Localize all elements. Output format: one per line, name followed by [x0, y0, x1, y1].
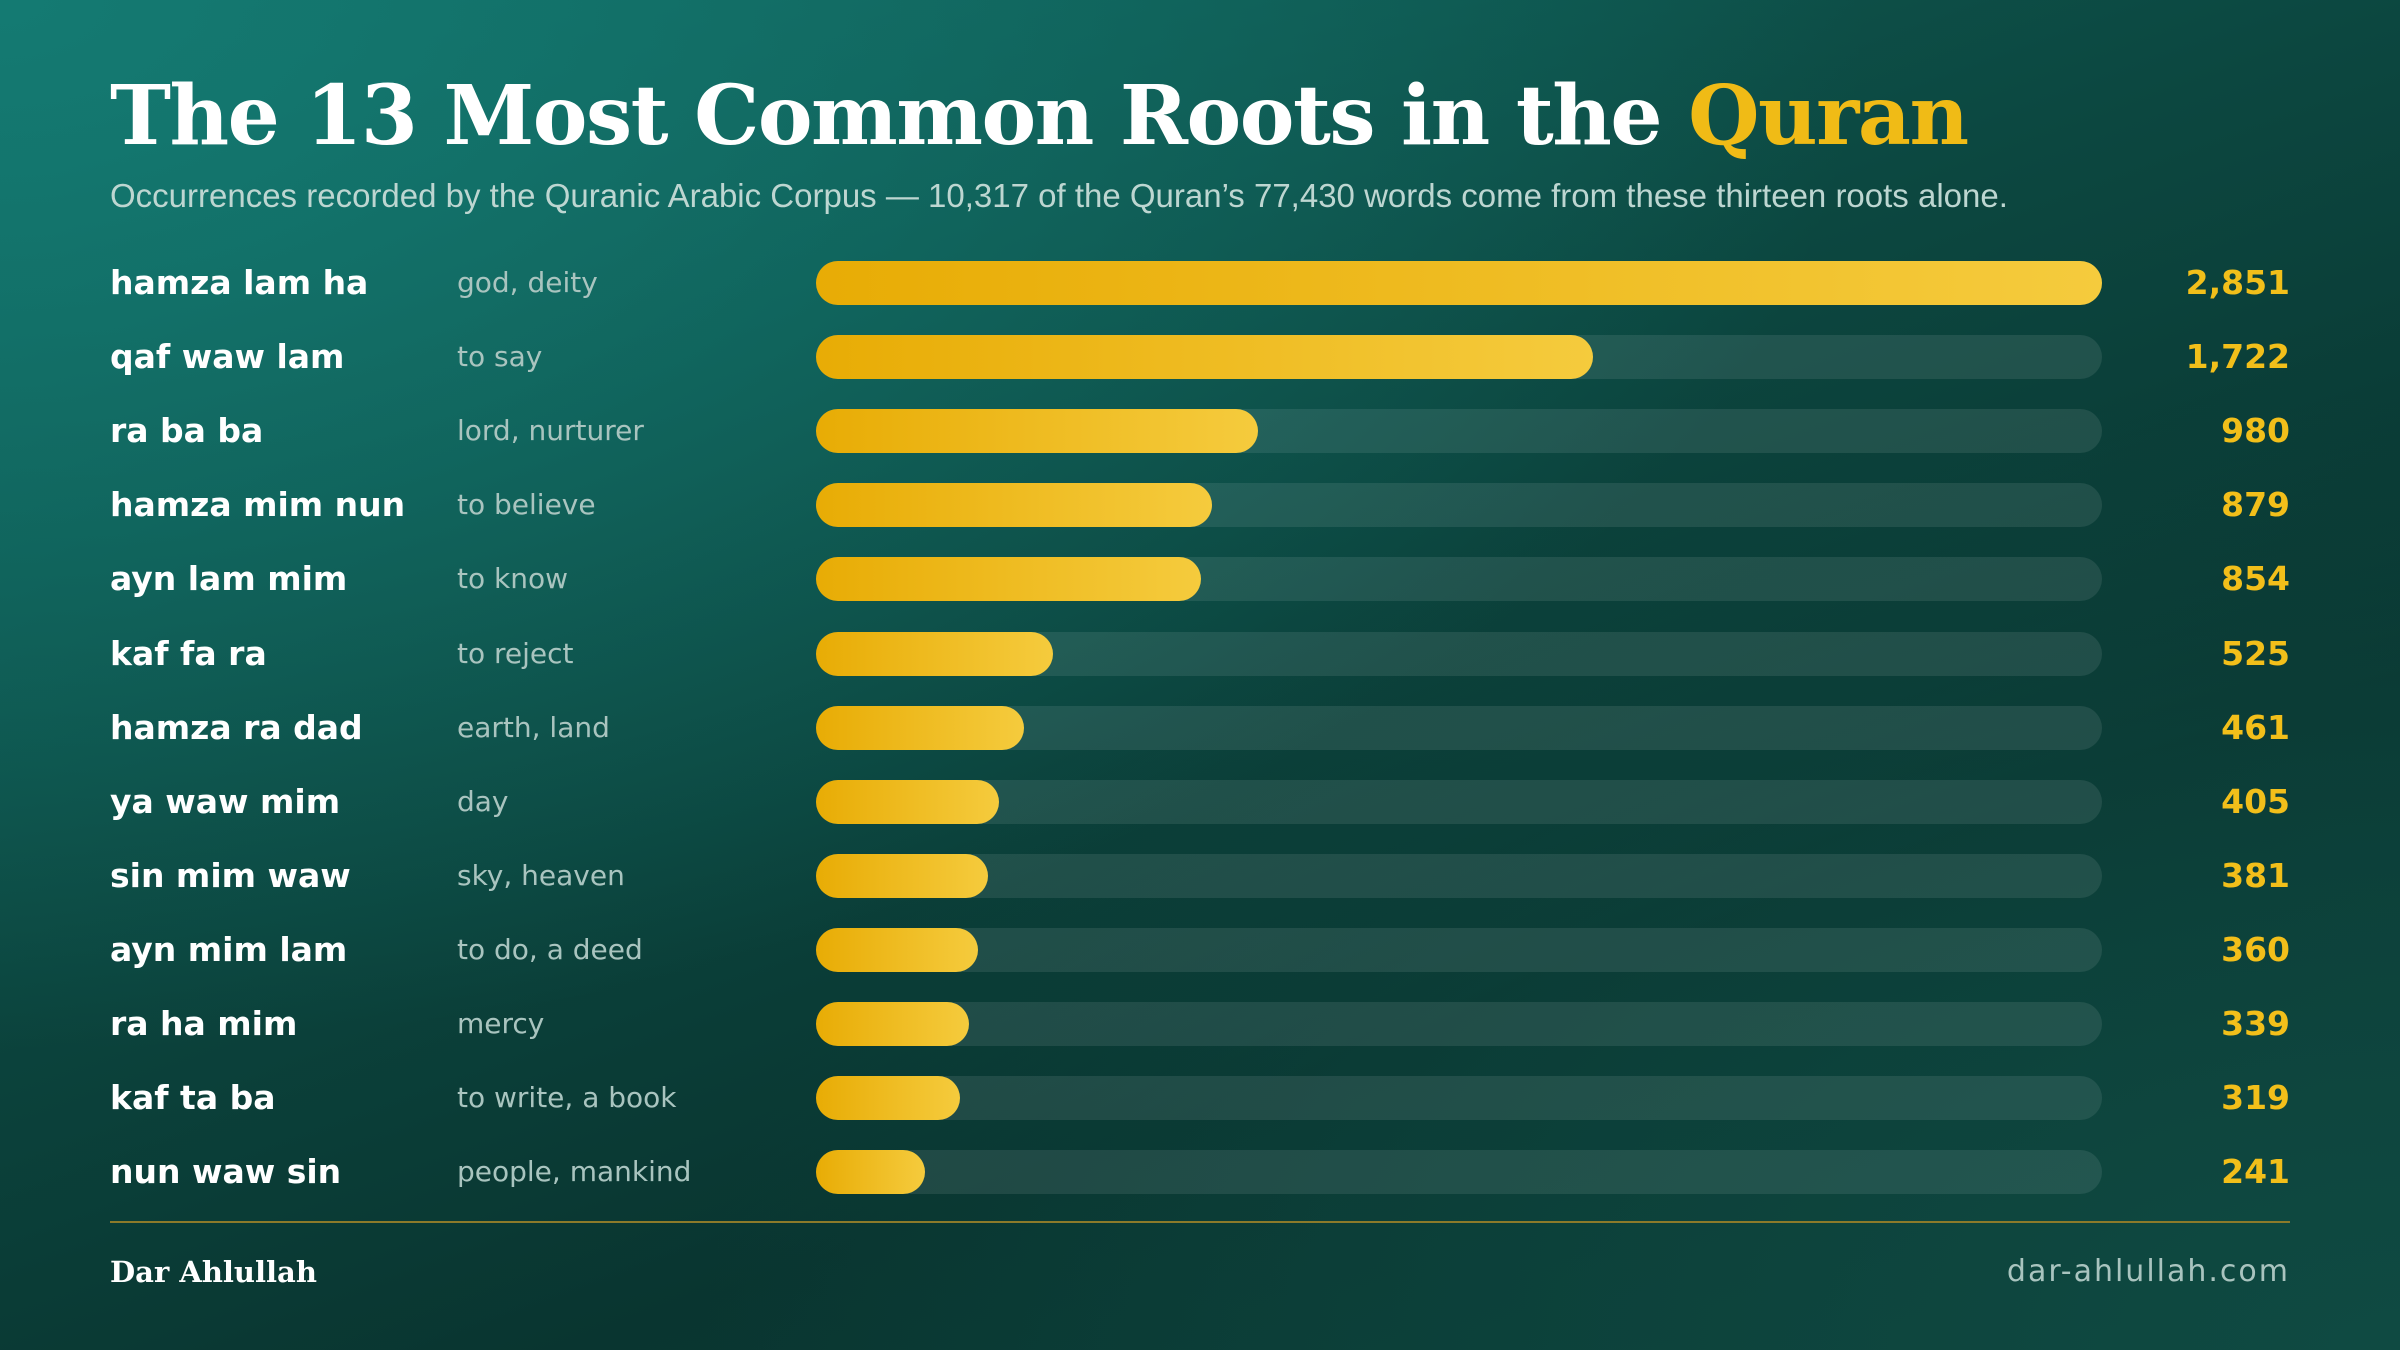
chart-title: The 13 Most Common Roots in the Quran — [110, 66, 1969, 166]
bar — [816, 1150, 925, 1195]
brand-name: Dar Ahlullah — [110, 1255, 317, 1289]
bar-row: ya waw mim day 405 — [0, 774, 2400, 830]
bar-track — [816, 483, 2102, 528]
bar — [816, 1002, 969, 1046]
bar — [816, 705, 1024, 750]
bar — [816, 631, 1053, 676]
bar-track — [816, 1002, 2102, 1046]
root-label: hamza lam ha — [110, 263, 369, 302]
bar-row: hamza ra dad earth, land 461 — [0, 700, 2400, 756]
bar-track — [816, 1150, 2102, 1195]
bar-track — [816, 557, 2102, 602]
bar — [816, 261, 2102, 305]
bar — [816, 483, 1213, 528]
bar-row: ayn mim lam to do, a deed 360 — [0, 922, 2400, 978]
root-meaning: to reject — [457, 636, 574, 670]
bar-track — [816, 335, 2102, 380]
bar-row: sin mim waw sky, heaven 381 — [0, 848, 2400, 904]
root-label: ra ha mim — [110, 1004, 298, 1043]
bar — [816, 853, 988, 898]
bar-row: kaf ta ba to write, a book 319 — [0, 1070, 2400, 1126]
root-label: ra ba ba — [110, 411, 264, 451]
bar-value-label: 525 — [2221, 633, 2290, 673]
bar-value-label: 461 — [2221, 707, 2290, 747]
title-main: The 13 Most Common Roots in the — [110, 68, 1689, 164]
bar-value-label: 319 — [2221, 1078, 2290, 1118]
bar-row: ra ha mim mercy 339 — [0, 996, 2400, 1052]
root-meaning: mercy — [457, 1007, 545, 1040]
root-meaning: people, mankind — [457, 1155, 692, 1189]
root-meaning: to say — [457, 340, 543, 374]
bar — [816, 1076, 960, 1121]
root-label: ayn lam mim — [110, 559, 348, 599]
bar-row: kaf fa ra to reject 525 — [0, 626, 2400, 682]
bar-value-label: 381 — [2221, 855, 2290, 895]
bar-value-label: 405 — [2221, 781, 2290, 821]
root-label: nun waw sin — [110, 1152, 342, 1192]
bar-value-label: 879 — [2221, 485, 2290, 525]
bar-row: ayn lam mim to know 854 — [0, 551, 2400, 607]
bar-row: nun waw sin people, mankind 241 — [0, 1144, 2400, 1200]
footer-divider — [110, 1221, 2290, 1223]
bar-track — [816, 779, 2102, 824]
bar — [816, 927, 979, 972]
bar-value-label: 360 — [2221, 929, 2290, 969]
bar-track — [816, 927, 2102, 972]
bar-track — [816, 409, 2102, 454]
bar-row: hamza lam ha god, deity 2,851 — [0, 255, 2400, 311]
root-label: sin mim waw — [110, 855, 351, 895]
root-label: kaf ta ba — [110, 1078, 276, 1118]
root-meaning: to do, a deed — [457, 932, 643, 966]
root-label: ayn mim lam — [110, 929, 348, 969]
root-label: qaf waw lam — [110, 337, 345, 377]
bar-value-label: 1,722 — [2185, 337, 2290, 377]
bar-row: ra ba ba lord, nurturer 980 — [0, 403, 2400, 459]
bar-value-label: 854 — [2221, 559, 2290, 599]
root-meaning: to believe — [457, 488, 596, 522]
root-meaning: lord, nurturer — [457, 414, 644, 448]
chart-subtitle: Occurrences recorded by the Quranic Arab… — [110, 177, 2008, 214]
root-meaning: to write, a book — [457, 1081, 677, 1115]
bar-value-label: 339 — [2221, 1004, 2290, 1043]
bar — [816, 409, 1259, 454]
bar-value-label: 241 — [2221, 1152, 2290, 1192]
bar-track — [816, 631, 2102, 676]
bar — [816, 779, 999, 824]
title-accent: Quran — [1688, 68, 1969, 164]
root-meaning: sky, heaven — [457, 858, 625, 892]
root-meaning: to know — [457, 562, 569, 596]
root-label: hamza ra dad — [110, 707, 363, 747]
root-meaning: day — [457, 784, 509, 818]
bar-value-label: 980 — [2221, 411, 2290, 451]
root-label: ya waw mim — [110, 781, 341, 821]
root-meaning: earth, land — [457, 710, 610, 744]
bar — [816, 557, 1202, 602]
root-label: hamza mim nun — [110, 485, 406, 525]
bar-track — [816, 853, 2102, 898]
root-label: kaf fa ra — [110, 633, 267, 673]
bar-value-label: 2,851 — [2185, 263, 2290, 302]
bar-track — [816, 261, 2102, 305]
bar-track — [816, 705, 2102, 750]
bar — [816, 335, 1593, 380]
root-meaning: god, deity — [457, 266, 598, 299]
bar-row: hamza mim nun to believe 879 — [0, 477, 2400, 533]
bar-track — [816, 1076, 2102, 1121]
site-url[interactable]: dar-ahlullah.com — [2006, 1254, 2290, 1289]
bar-row: qaf waw lam to say 1,722 — [0, 329, 2400, 385]
